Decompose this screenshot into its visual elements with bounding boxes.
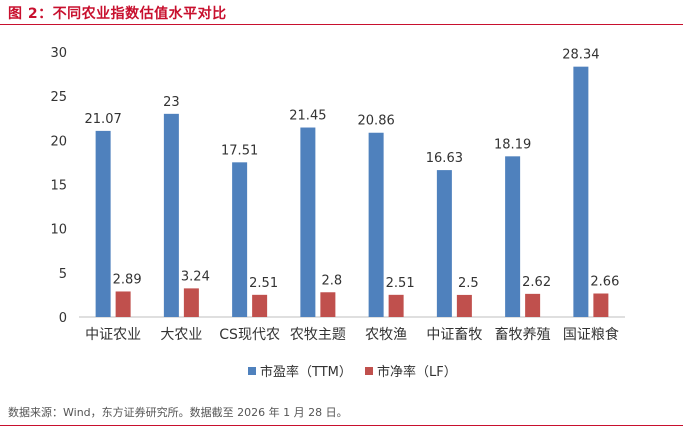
pb-value-label: 2.51 [249,276,278,291]
pb-value-label: 2.89 [113,272,142,287]
x-category-label: 国证粮食 [563,326,619,343]
pb-value-label: 2.62 [522,275,551,290]
pe-bar [163,113,179,317]
pe-value-label: 21.45 [289,109,326,124]
pb-bar [388,294,404,317]
pb-bar [252,294,268,317]
pe-bar [300,127,316,318]
pe-value-label: 28.34 [562,48,599,63]
source-note: 数据来源：Wind，东方证券研究所。数据截至 2026 年 1 月 28 日。 [8,406,348,419]
y-tick-label: 15 [50,179,67,194]
pe-value-label: 20.86 [358,114,395,129]
y-tick-label: 30 [50,46,67,61]
pb-value-label: 2.51 [386,276,415,291]
pe-value-label: 16.63 [426,151,463,166]
pe-value-label: 23 [163,95,180,110]
legend-pe-swatch [248,367,256,375]
pe-bar [573,66,589,317]
x-category-label: CS现代农 [219,327,280,343]
pe-value-label: 18.19 [494,137,531,152]
x-category-label: 中证畜牧 [426,327,482,343]
x-category-label: 大农业 [160,327,202,343]
x-category-label: 畜牧养殖 [495,326,551,343]
pb-bar [525,293,541,317]
x-category-label: 农牧主题 [290,327,346,343]
y-tick-label: 0 [59,311,67,326]
pe-bar [368,132,384,317]
pe-value-label: 17.51 [221,143,258,158]
footer-rule [0,425,683,426]
x-category-label: 中证农业 [85,327,141,343]
y-tick-label: 5 [59,267,67,282]
x-category-label: 农牧渔 [365,327,407,343]
chart-title: 图 2：不同农业指数估值水平对比 [8,6,227,22]
y-tick-label: 25 [50,90,67,105]
pb-value-label: 2.5 [458,276,479,291]
pb-value-label: 3.24 [181,269,210,284]
legend-pb-label: 市净率（LF） [377,364,457,380]
title-rule [0,24,683,25]
pb-value-label: 2.8 [322,273,343,288]
pb-value-label: 2.66 [590,275,619,290]
pe-bar [232,162,248,317]
pe-bar [436,170,452,317]
pb-bar [183,288,199,317]
legend-pe-label: 市盈率（TTM） [260,364,352,380]
pe-bar [95,130,111,317]
pb-bar [320,292,336,317]
y-tick-label: 20 [50,134,67,149]
pb-bar [456,294,472,317]
pe-value-label: 21.07 [85,112,122,127]
pb-bar [593,293,609,317]
pe-bar [505,156,521,317]
pb-bar [115,291,131,317]
legend-pb-swatch [365,367,373,375]
y-tick-label: 10 [50,223,67,238]
